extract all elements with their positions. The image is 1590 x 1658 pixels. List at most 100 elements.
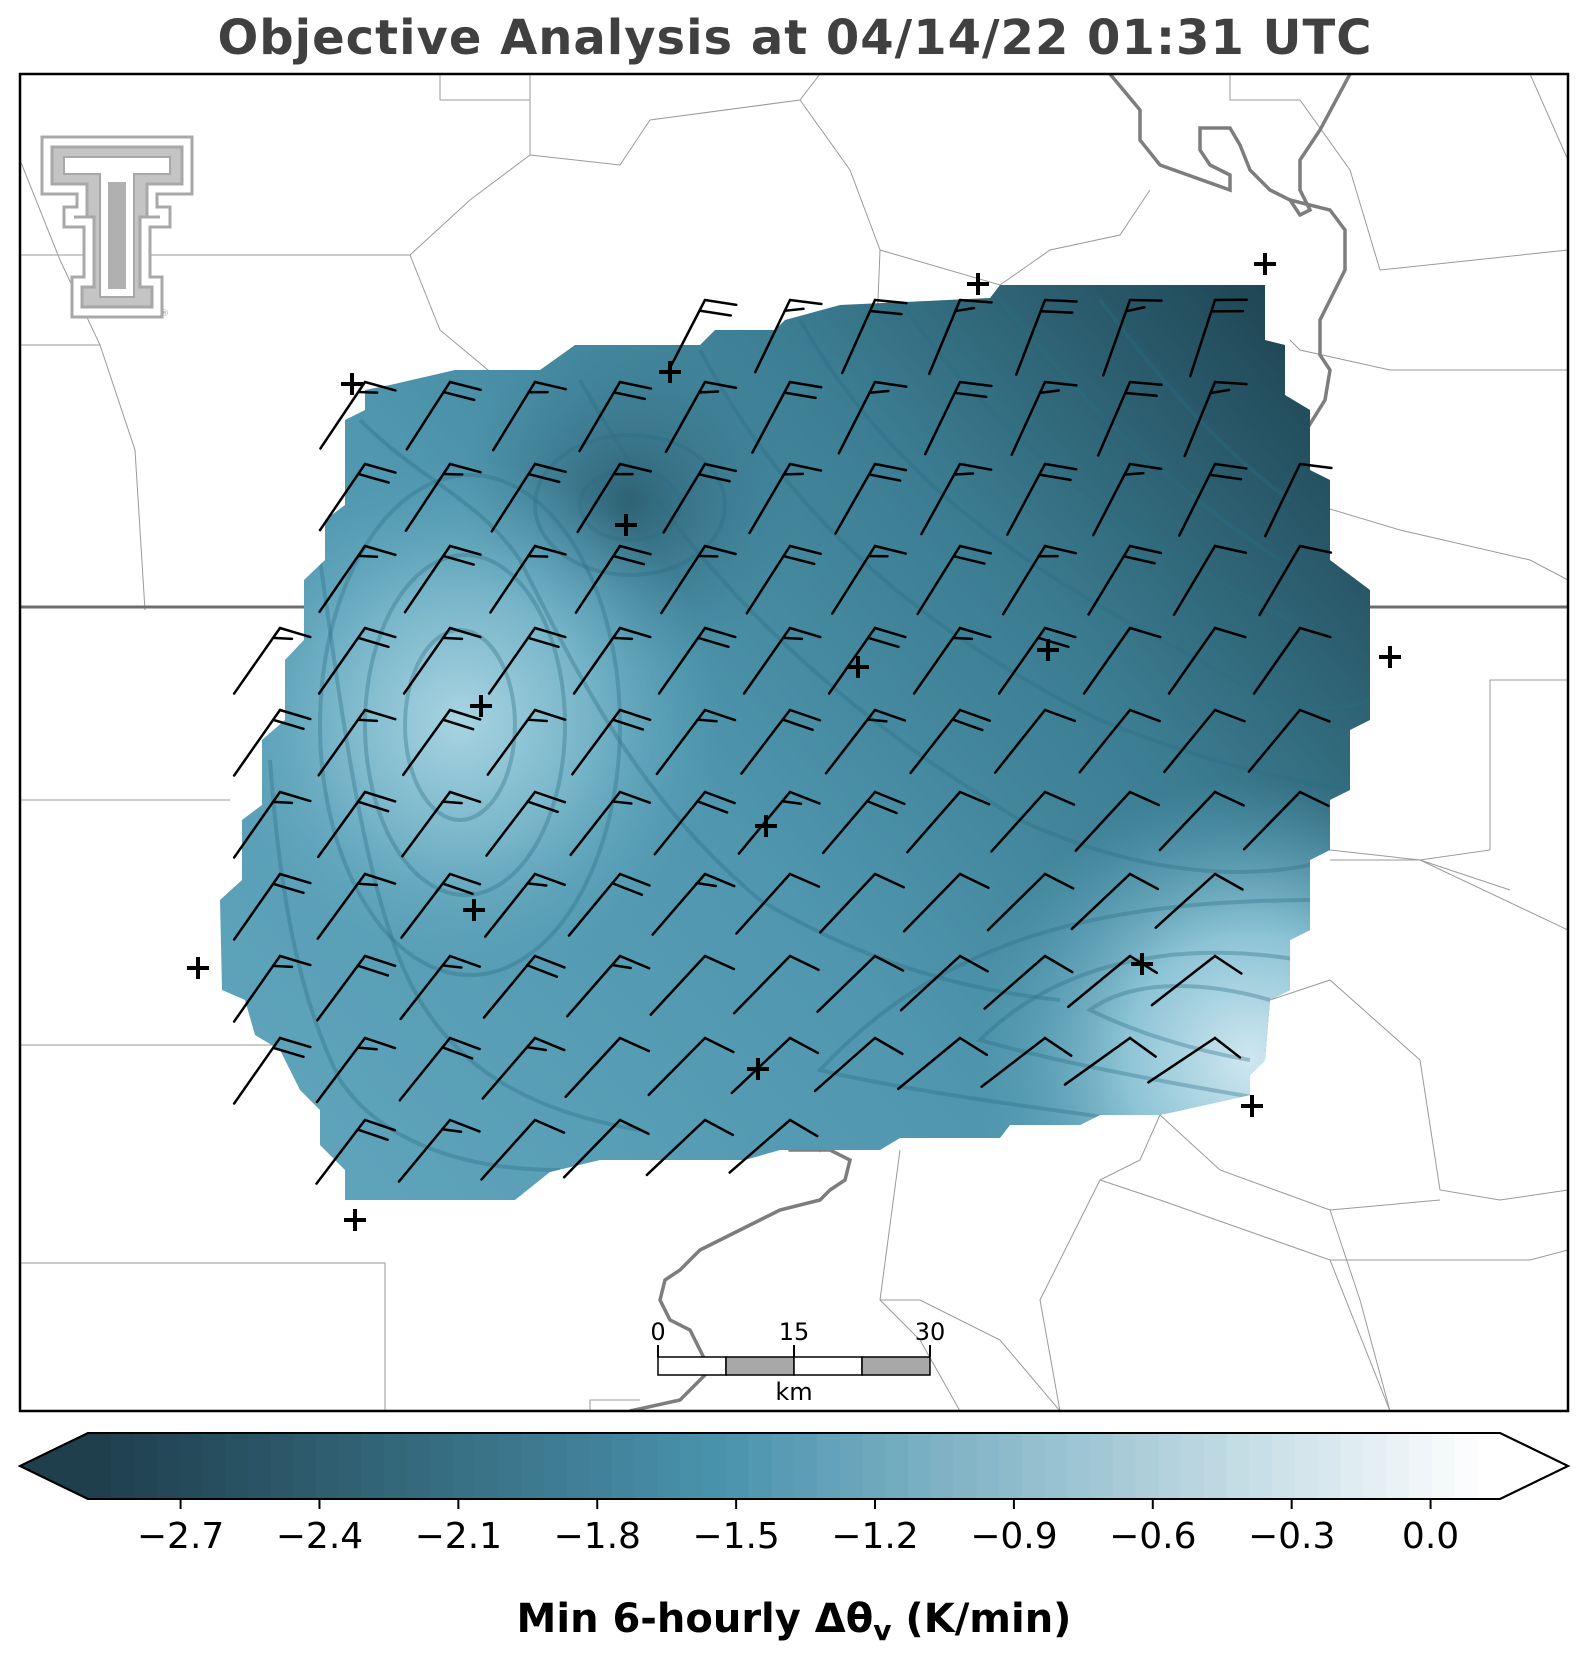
wind-barb-flag <box>441 800 463 805</box>
wind-barb-flag <box>1043 626 1077 639</box>
wind-barb-shaft <box>1066 954 1132 1009</box>
wind-barb-flag <box>868 389 890 394</box>
wind-barb-flag <box>873 790 906 806</box>
wind-barb-flag <box>696 636 730 649</box>
wind-barb-flag <box>1298 708 1331 723</box>
wind-barb-shaft <box>232 954 282 1023</box>
wind-barb-shaft <box>232 1036 282 1105</box>
wind-barb-flag <box>703 626 737 639</box>
wind-barb-flag <box>441 1127 463 1134</box>
wind-barb-flag <box>363 1036 397 1050</box>
wind-barb-flag <box>1043 954 1074 974</box>
scale-unit: km <box>775 1378 812 1406</box>
wind-barb-flag <box>278 872 312 885</box>
wind-barb-flag <box>1043 1036 1073 1057</box>
wind-barb-shaft <box>824 708 877 775</box>
wind-barb-flag <box>1213 544 1248 555</box>
wind-barb-flag <box>363 872 397 885</box>
wind-barb-shaft <box>1163 708 1217 774</box>
wind-barb-shaft <box>813 1036 877 1093</box>
wind-barb-flag <box>1128 872 1160 891</box>
wind-barb-flag <box>781 718 814 732</box>
colorbar-cell <box>1203 1433 1228 1499</box>
wind-barb-flag <box>1128 1036 1157 1058</box>
colorbar-cell <box>133 1433 157 1499</box>
wind-barb-flag <box>695 881 718 888</box>
colorbar-cell <box>885 1433 909 1499</box>
wind-barb-flag <box>533 462 567 474</box>
wind-barb-shaft <box>1082 626 1132 695</box>
colorbar-cell <box>657 1433 681 1499</box>
colorbar-max-extend <box>1500 1433 1568 1499</box>
wind-barb-flag <box>788 1036 820 1055</box>
wind-barb-flag <box>356 472 390 484</box>
registered-mark-icon: ® <box>160 309 169 319</box>
wind-barb-flag <box>703 380 738 390</box>
wind-barb-shaft <box>487 626 537 695</box>
wind-barb-shaft <box>400 872 452 939</box>
wind-barb-flag <box>526 882 548 887</box>
wind-barb-shaft <box>645 1118 707 1177</box>
wind-barbs <box>232 298 1333 1185</box>
wind-barb-flag <box>958 626 992 639</box>
wind-barb-shaft <box>318 544 367 614</box>
colorbar-cell <box>611 1433 636 1499</box>
wind-barb-flag <box>448 790 482 804</box>
colorbar-cell <box>839 1433 863 1499</box>
wind-barb-flag <box>533 1036 566 1052</box>
wind-barb-flag <box>1213 954 1243 975</box>
colorbar-cell <box>1249 1433 1273 1499</box>
wind-barb-shaft <box>562 1118 622 1179</box>
wind-barb-flag <box>873 462 908 472</box>
wind-barb-flag <box>611 718 645 731</box>
wind-barb-flag <box>958 462 993 471</box>
wind-barb-shaft <box>980 1036 1047 1088</box>
colorbar-cell <box>543 1433 567 1499</box>
wind-barb-shaft <box>924 380 962 456</box>
wind-barb-shaft <box>902 872 962 933</box>
wind-barb-flag <box>356 554 379 558</box>
wind-barb-flag <box>952 554 986 565</box>
map-frame <box>18 72 1570 1413</box>
wind-barb-shaft <box>1252 626 1302 695</box>
wind-barb-flag <box>525 1045 548 1052</box>
colorbar-cell <box>247 1433 271 1499</box>
wind-barb-flag <box>703 462 738 473</box>
colorbar-cell <box>292 1433 317 1499</box>
wind-barb-shaft <box>1006 462 1047 536</box>
colorbar-cell <box>930 1433 955 1499</box>
colorbar-cell <box>88 1433 112 1499</box>
wind-barb-flag <box>1124 305 1146 313</box>
wind-barb-shaft <box>1101 298 1132 377</box>
wind-barb-flag <box>1128 708 1161 723</box>
wind-barb-flag <box>951 636 974 641</box>
colorbar-cell <box>1340 1433 1364 1499</box>
wind-barb-flag <box>533 790 567 804</box>
wind-barb-flag <box>958 954 989 973</box>
wind-barb-flag <box>1213 1036 1242 1059</box>
wind-barb-shaft <box>728 1118 792 1174</box>
wind-barb-flag <box>441 554 475 566</box>
wind-barb-flag <box>958 380 993 388</box>
wind-barb-shaft <box>993 708 1047 774</box>
wind-barb-shaft <box>983 954 1047 1010</box>
colorbar-cell <box>384 1433 408 1499</box>
wind-barb-shaft <box>1074 790 1132 852</box>
wind-barb-shaft <box>1178 462 1217 537</box>
wind-barb-flag <box>526 718 548 723</box>
wind-barb-flag <box>1122 555 1156 565</box>
wind-barb-flag <box>1123 471 1145 476</box>
wind-barb-flag <box>278 790 312 803</box>
wind-barb-shaft <box>317 708 367 777</box>
colorbar-tick-label: −2.4 <box>276 1516 363 1557</box>
wind-barb-shaft <box>564 1036 622 1098</box>
wind-barb-shaft <box>1096 380 1132 457</box>
wind-barb-flag <box>278 1036 312 1049</box>
wind-barb-shaft <box>899 954 962 1012</box>
colorbar-ticks: −2.7 −2.4 −2.1 −1.8 −1.5 −1.2 −0.9 −0.6 −0.3 0.0 <box>137 1499 1459 1557</box>
colorbar-cell <box>1090 1433 1114 1499</box>
wind-barb-shaft <box>489 544 537 614</box>
wind-barb-flag <box>1043 298 1078 303</box>
wind-barb-flag <box>363 626 397 639</box>
wind-barb-shaft <box>1063 1036 1132 1086</box>
